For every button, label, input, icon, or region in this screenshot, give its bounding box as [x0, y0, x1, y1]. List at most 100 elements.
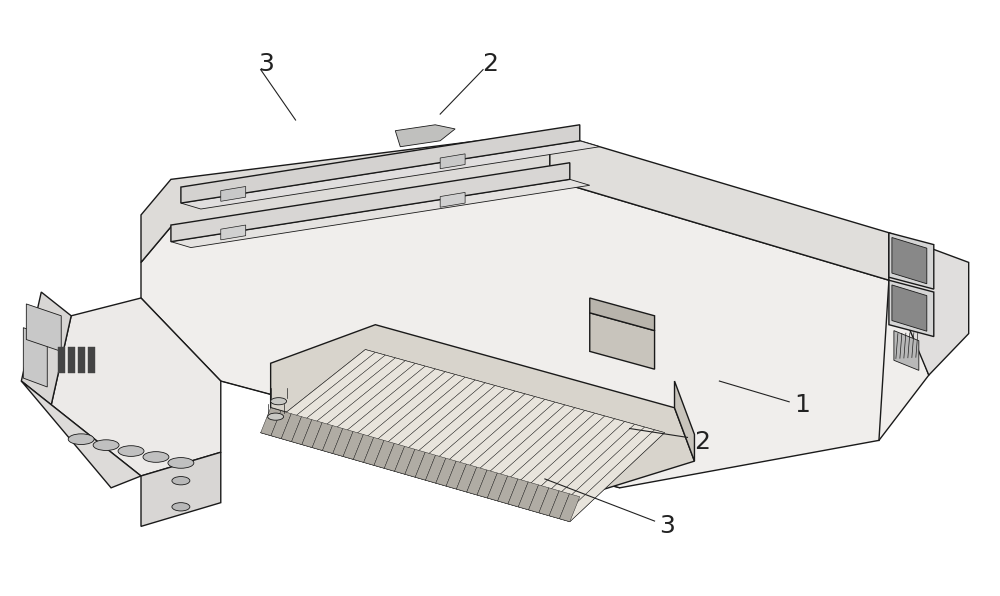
Polygon shape — [26, 304, 61, 352]
Polygon shape — [590, 313, 655, 369]
Polygon shape — [141, 132, 550, 262]
Polygon shape — [405, 449, 425, 477]
Ellipse shape — [172, 502, 190, 511]
Polygon shape — [333, 429, 353, 457]
Polygon shape — [261, 350, 665, 522]
Polygon shape — [21, 292, 71, 405]
Ellipse shape — [271, 398, 287, 405]
Polygon shape — [549, 427, 655, 519]
Polygon shape — [384, 443, 405, 471]
Polygon shape — [456, 402, 565, 492]
Polygon shape — [58, 347, 65, 373]
Polygon shape — [353, 374, 465, 462]
Polygon shape — [446, 461, 466, 489]
Polygon shape — [271, 352, 385, 439]
Polygon shape — [477, 408, 585, 498]
Polygon shape — [312, 364, 425, 451]
Polygon shape — [892, 237, 927, 284]
Polygon shape — [51, 298, 221, 476]
Ellipse shape — [172, 477, 190, 485]
Polygon shape — [487, 473, 508, 501]
Polygon shape — [261, 408, 281, 436]
Polygon shape — [487, 411, 595, 501]
Ellipse shape — [143, 452, 169, 462]
Polygon shape — [221, 187, 246, 201]
Polygon shape — [281, 414, 302, 442]
Polygon shape — [364, 437, 384, 465]
Ellipse shape — [118, 446, 144, 457]
Polygon shape — [343, 372, 455, 460]
Polygon shape — [889, 233, 934, 289]
Ellipse shape — [168, 458, 194, 468]
Polygon shape — [539, 424, 645, 516]
Polygon shape — [395, 386, 505, 474]
Polygon shape — [302, 361, 415, 448]
Polygon shape — [384, 383, 495, 471]
Text: 2: 2 — [694, 430, 710, 454]
Polygon shape — [539, 488, 559, 516]
Polygon shape — [675, 381, 694, 461]
Polygon shape — [440, 154, 465, 169]
Text: 3: 3 — [258, 52, 274, 76]
Polygon shape — [550, 132, 889, 280]
Polygon shape — [889, 280, 934, 337]
Polygon shape — [508, 416, 615, 507]
Polygon shape — [374, 380, 485, 468]
Polygon shape — [322, 366, 435, 454]
Polygon shape — [141, 452, 221, 526]
Polygon shape — [518, 419, 625, 510]
Polygon shape — [426, 455, 446, 483]
Polygon shape — [271, 411, 291, 439]
Polygon shape — [364, 377, 475, 465]
Polygon shape — [889, 233, 969, 375]
Polygon shape — [467, 405, 575, 495]
Polygon shape — [415, 452, 436, 480]
Polygon shape — [292, 417, 312, 445]
Polygon shape — [498, 476, 518, 504]
Polygon shape — [88, 347, 95, 373]
Polygon shape — [271, 325, 694, 496]
Polygon shape — [395, 446, 415, 474]
Polygon shape — [892, 285, 927, 331]
Polygon shape — [436, 397, 545, 486]
Polygon shape — [343, 432, 363, 460]
Polygon shape — [560, 493, 580, 522]
Polygon shape — [353, 434, 374, 462]
Polygon shape — [292, 358, 405, 445]
Polygon shape — [426, 394, 535, 483]
Polygon shape — [281, 355, 395, 442]
Polygon shape — [560, 430, 665, 522]
Polygon shape — [78, 347, 85, 373]
Polygon shape — [436, 458, 456, 486]
Polygon shape — [456, 464, 477, 492]
Polygon shape — [171, 179, 590, 247]
Polygon shape — [518, 482, 539, 510]
Polygon shape — [894, 331, 919, 370]
Polygon shape — [23, 328, 47, 387]
Polygon shape — [405, 389, 515, 477]
Polygon shape — [477, 470, 497, 498]
Ellipse shape — [68, 434, 94, 445]
Text: 2: 2 — [482, 52, 498, 76]
Polygon shape — [302, 420, 322, 448]
Polygon shape — [498, 413, 605, 504]
Ellipse shape — [268, 413, 284, 420]
Polygon shape — [68, 347, 75, 373]
Polygon shape — [529, 421, 635, 513]
Polygon shape — [590, 298, 655, 331]
Polygon shape — [467, 467, 487, 495]
Polygon shape — [322, 426, 343, 454]
Polygon shape — [529, 485, 549, 513]
Polygon shape — [261, 350, 375, 436]
Polygon shape — [171, 163, 570, 241]
Polygon shape — [446, 399, 555, 489]
Polygon shape — [440, 193, 465, 207]
Polygon shape — [374, 440, 394, 468]
Ellipse shape — [93, 440, 119, 451]
Polygon shape — [181, 125, 580, 203]
Polygon shape — [395, 125, 455, 147]
Polygon shape — [415, 391, 525, 480]
Polygon shape — [221, 225, 246, 240]
Text: 1: 1 — [794, 393, 810, 417]
Text: 3: 3 — [660, 514, 675, 538]
